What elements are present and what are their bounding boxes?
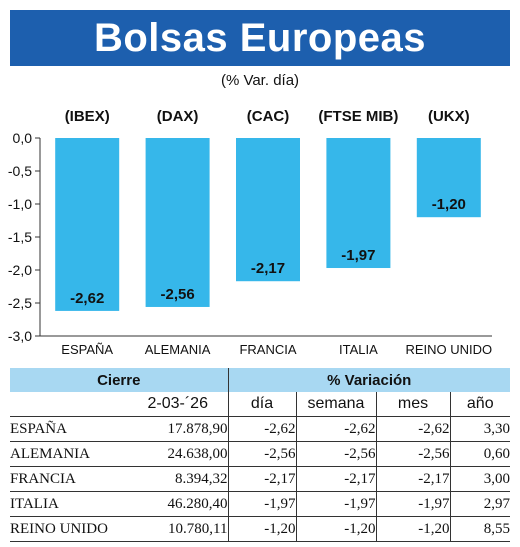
row-dia: -2,56 bbox=[227, 441, 296, 467]
header-variacion: % Variación bbox=[227, 368, 510, 392]
table-row: REINO UNIDO 10.780,11 -1,20 -1,20 -1,20 … bbox=[10, 516, 510, 542]
subheader-semana: semana bbox=[295, 392, 376, 417]
x-tick-label: FRANCIA bbox=[239, 342, 296, 357]
data-table: Cierre % Variación 2-03-´26 día semana m… bbox=[10, 368, 510, 542]
y-tick-label: -1,5 bbox=[8, 229, 32, 245]
y-tick-label: -1,0 bbox=[8, 196, 32, 212]
row-mes: -1,20 bbox=[375, 516, 450, 542]
page-title: Bolsas Europeas bbox=[93, 15, 427, 60]
y-tick-label: -3,0 bbox=[8, 328, 32, 344]
index-label: (DAX) bbox=[157, 108, 199, 125]
row-ano: 2,97 bbox=[449, 491, 510, 517]
row-country: FRANCIA bbox=[10, 466, 128, 492]
row-mes: -2,17 bbox=[375, 466, 450, 492]
bar-chart: 0,0 -0,5 -1,0 -1,5 -2,0 -2,5 -3,0 -2,62 (IBEX) ES… bbox=[8, 108, 492, 357]
table-row: ITALIA 46.280,40 -1,97 -1,97 -1,97 2,97 bbox=[10, 491, 510, 517]
chart-subtitle: (% Var. día) bbox=[220, 72, 300, 89]
row-ano: 0,60 bbox=[449, 441, 510, 467]
table-row: ESPAÑA 17.878,90 -2,62 -2,62 -2,62 3,30 bbox=[10, 416, 510, 442]
table-subheader-row: 2-03-´26 día semana mes año bbox=[10, 392, 510, 417]
row-ano: 3,30 bbox=[449, 416, 510, 442]
row-semana: -2,62 bbox=[295, 416, 376, 442]
index-label: (UKX) bbox=[428, 108, 470, 125]
row-cierre: 24.638,00 bbox=[128, 441, 228, 467]
bar-value-label: -1,20 bbox=[432, 196, 466, 213]
row-cierre: 8.394,32 bbox=[128, 466, 228, 492]
bar-value-label: -2,56 bbox=[160, 286, 194, 303]
row-dia: -2,62 bbox=[227, 416, 296, 442]
y-tick-label: -2,5 bbox=[8, 295, 32, 311]
subheader-dia: día bbox=[227, 392, 296, 417]
row-semana: -2,56 bbox=[295, 441, 376, 467]
bar-value-label: -2,17 bbox=[251, 260, 285, 277]
table-row: ALEMANIA 24.638,00 -2,56 -2,56 -2,56 0,6… bbox=[10, 441, 510, 467]
header-cierre: Cierre bbox=[97, 371, 141, 389]
row-mes: -2,56 bbox=[375, 441, 450, 467]
row-semana: -1,20 bbox=[295, 516, 376, 542]
x-tick-label: ESPAÑA bbox=[61, 342, 113, 357]
index-label: (IBEX) bbox=[65, 108, 110, 125]
y-tick-label: -2,0 bbox=[8, 262, 32, 278]
bar bbox=[55, 138, 120, 311]
table-header-row: Cierre % Variación bbox=[10, 368, 510, 392]
row-dia: -2,17 bbox=[227, 466, 296, 492]
subheader-date: 2-03-´26 bbox=[128, 392, 228, 417]
row-cierre: 10.780,11 bbox=[128, 516, 228, 542]
row-semana: -1,97 bbox=[295, 491, 376, 517]
row-country: ESPAÑA bbox=[10, 416, 128, 442]
index-label: (CAC) bbox=[247, 108, 290, 125]
x-tick-label: REINO UNIDO bbox=[405, 342, 492, 357]
row-semana: -2,17 bbox=[295, 466, 376, 492]
subheader-mes: mes bbox=[375, 392, 450, 417]
row-mes: -2,62 bbox=[375, 416, 450, 442]
bar-value-label: -1,97 bbox=[341, 247, 375, 264]
bar bbox=[416, 138, 481, 218]
bar bbox=[326, 138, 391, 269]
row-dia: -1,20 bbox=[227, 516, 296, 542]
row-mes: -1,97 bbox=[375, 491, 450, 517]
x-tick-label: ALEMANIA bbox=[145, 342, 211, 357]
row-country: ALEMANIA bbox=[10, 441, 128, 467]
row-dia: -1,97 bbox=[227, 491, 296, 517]
subheader-ano: año bbox=[449, 392, 510, 417]
bar-value-label: -2,62 bbox=[70, 290, 104, 307]
row-ano: 3,00 bbox=[449, 466, 510, 492]
row-country: ITALIA bbox=[10, 491, 128, 517]
bar bbox=[236, 138, 300, 282]
bar bbox=[145, 138, 210, 307]
row-ano: 8,55 bbox=[449, 516, 510, 542]
y-tick-label: 0,0 bbox=[13, 130, 33, 146]
row-cierre: 46.280,40 bbox=[128, 491, 228, 517]
row-country: REINO UNIDO bbox=[10, 516, 128, 542]
title-banner: Bolsas Europeas bbox=[10, 10, 510, 66]
row-cierre: 17.878,90 bbox=[128, 416, 228, 442]
y-tick-label: -0,5 bbox=[8, 163, 32, 179]
table-row: FRANCIA 8.394,32 -2,17 -2,17 -2,17 3,00 bbox=[10, 466, 510, 492]
x-tick-label: ITALIA bbox=[339, 342, 378, 357]
index-label: (FTSE MIB) bbox=[318, 108, 398, 125]
